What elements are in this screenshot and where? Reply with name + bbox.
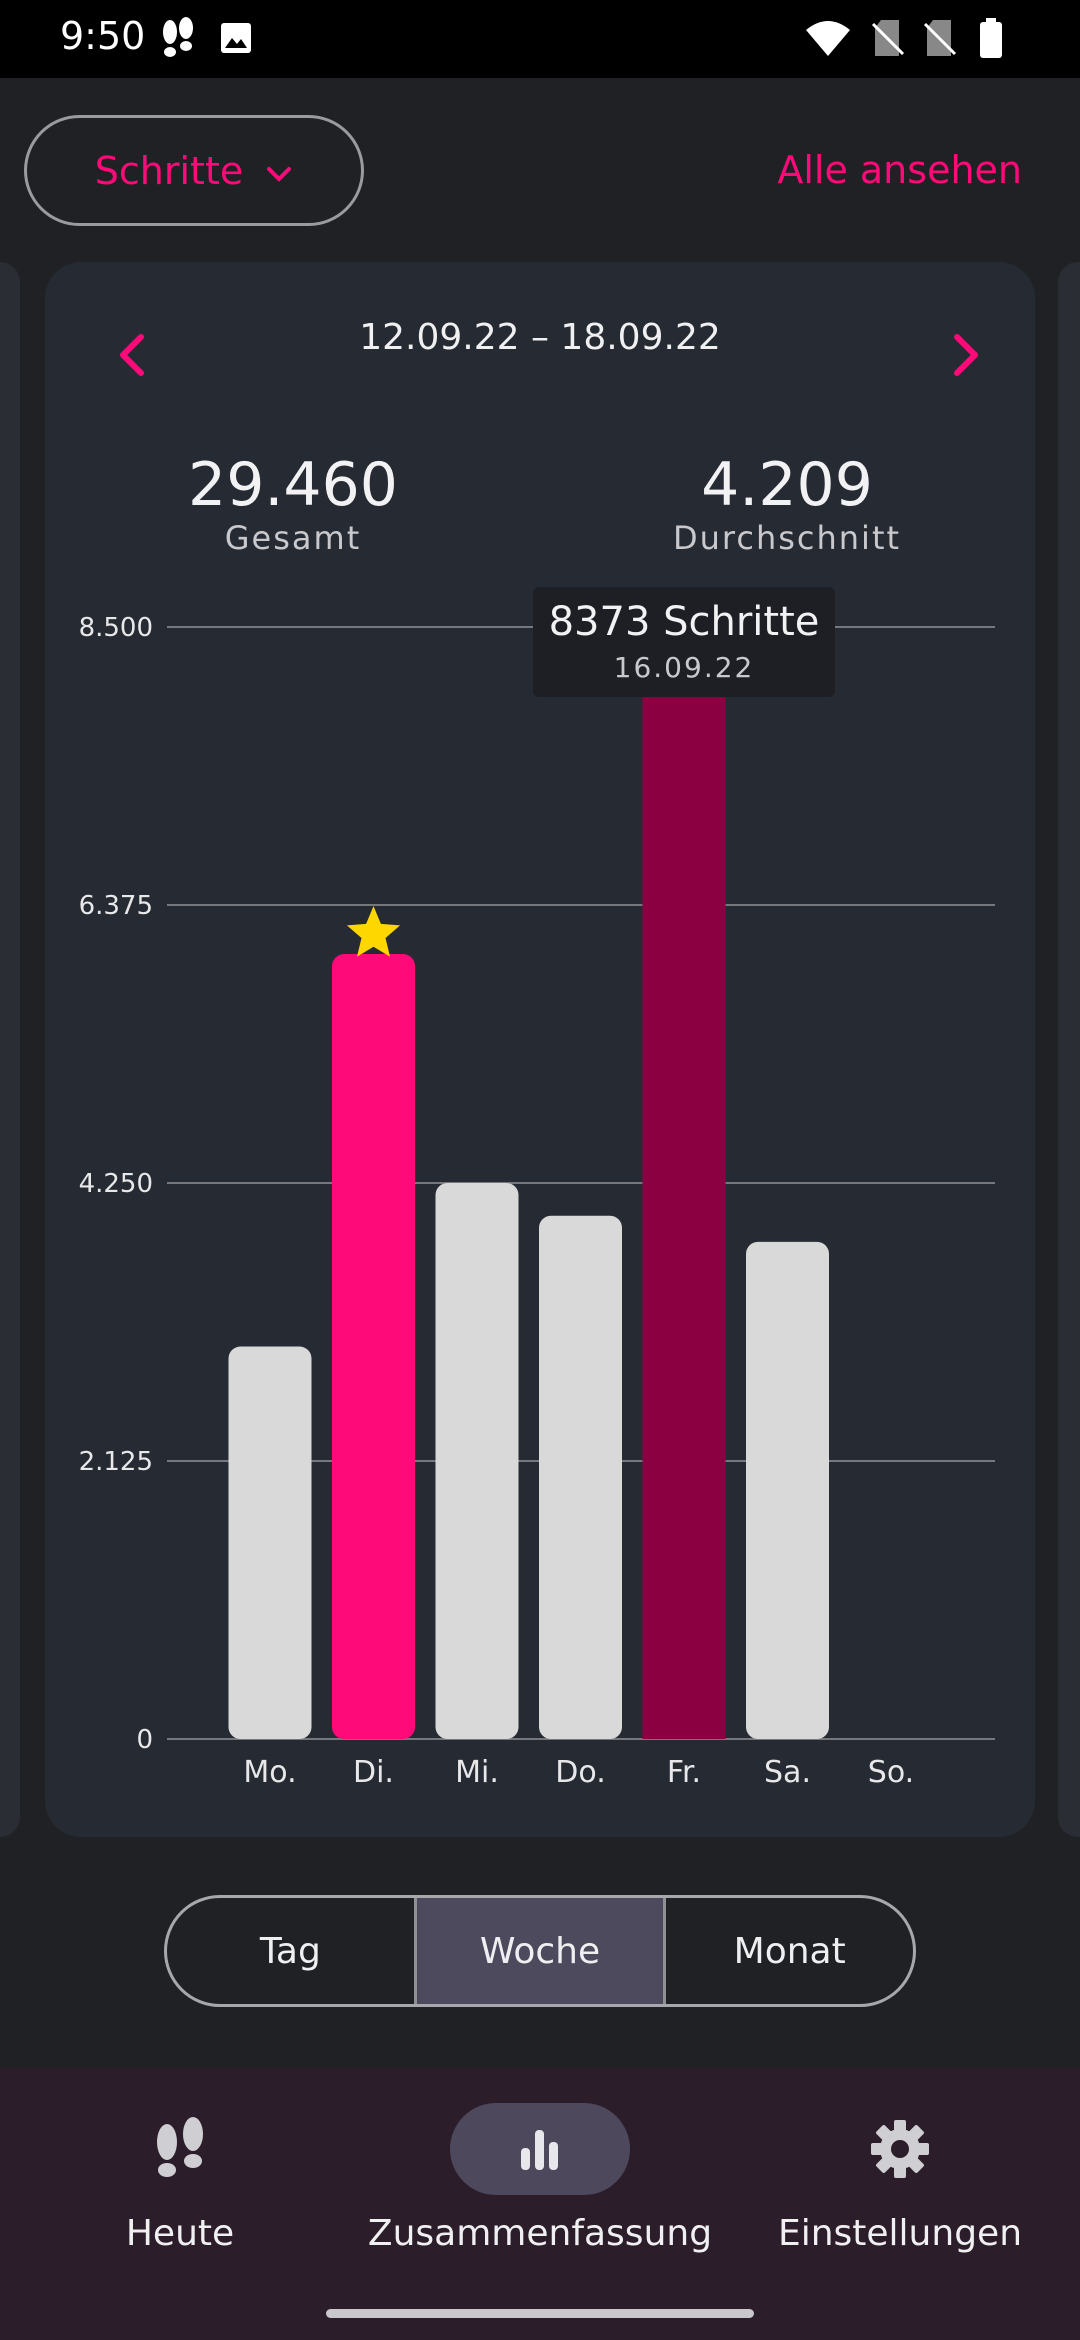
bar-di[interactable] xyxy=(332,954,415,1739)
x-tick-label: Di. xyxy=(353,1755,394,1790)
home-indicator[interactable] xyxy=(326,2309,754,2318)
tooltip-date: 16.09.22 xyxy=(614,651,755,684)
no-sim-icon xyxy=(868,16,908,60)
average-stat: 4.209 Durchschnitt xyxy=(587,452,987,558)
y-tick-label: 8.500 xyxy=(79,613,153,643)
x-tick-label: Do. xyxy=(555,1755,605,1790)
bar-mi[interactable] xyxy=(435,1183,519,1739)
status-bar: 9:50 xyxy=(0,0,1080,78)
x-tick-label: Mi. xyxy=(455,1755,499,1790)
total-stat: 29.460 Gesamt xyxy=(93,452,493,558)
date-range: 12.09.22 – 18.09.22 xyxy=(359,317,721,358)
bar-sa[interactable] xyxy=(746,1241,829,1739)
y-tick-label: 4.250 xyxy=(79,1169,153,1199)
next-card-peek xyxy=(1058,262,1080,1837)
tab-0[interactable]: Tag xyxy=(167,1898,417,2004)
average-value: 4.209 xyxy=(701,450,873,520)
bar-mo[interactable] xyxy=(228,1346,312,1739)
nav-item-heute[interactable]: Heute xyxy=(0,2103,360,2254)
x-tick-label: Mo. xyxy=(243,1755,296,1790)
y-tick-label: 2.125 xyxy=(79,1447,153,1477)
nav-item-zusammenfassung[interactable]: Zusammenfassung xyxy=(360,2103,720,2254)
bar-chart-icon xyxy=(450,2103,630,2195)
metric-dropdown[interactable]: Schritte xyxy=(24,115,364,226)
header: Schritte Alle ansehen xyxy=(0,78,1080,258)
wifi-icon xyxy=(804,16,852,60)
status-time: 9:50 xyxy=(60,14,146,58)
nav-label-einstellungen: Einstellungen xyxy=(777,2213,1023,2254)
summary-card: 12.09.22 – 18.09.22 29.460 Gesamt 4.209 … xyxy=(45,262,1035,1837)
bar-do[interactable] xyxy=(539,1215,622,1739)
chevron-right-icon xyxy=(954,334,978,376)
gear-icon xyxy=(810,2103,990,2195)
image-notification-icon xyxy=(218,16,254,60)
average-label: Durchschnitt xyxy=(672,519,902,557)
y-tick-label: 6.375 xyxy=(79,891,153,921)
chevron-left-icon xyxy=(120,334,144,376)
view-all-link[interactable]: Alle ansehen xyxy=(777,148,1022,192)
total-label: Gesamt xyxy=(224,519,362,557)
tab-1[interactable]: Woche xyxy=(416,1898,667,2004)
footsteps-icon xyxy=(90,2103,270,2195)
steps-bar-chart: 0 2.125 4.250 6.375 8.500 Mo. Di. Mi. Do. Fr. Sa. S… xyxy=(79,587,995,1790)
y-tick-label: 0 xyxy=(136,1725,153,1755)
previous-week-button[interactable] xyxy=(97,320,167,390)
metric-dropdown-label: Schritte xyxy=(94,148,244,193)
period-tabs: Tag Woche Monat xyxy=(164,1895,916,2007)
x-tick-label: Fr. xyxy=(667,1755,701,1790)
nav-label-zusammenfassung: Zusammenfassung xyxy=(367,2213,713,2254)
x-tick-label: So. xyxy=(868,1755,914,1790)
tooltip-value: 8373 Schritte xyxy=(549,599,820,645)
nav-item-einstellungen[interactable]: Einstellungen xyxy=(720,2103,1080,2254)
x-tick-label: Sa. xyxy=(764,1755,811,1790)
no-sim-2-icon xyxy=(920,16,960,60)
total-value: 29.460 xyxy=(188,450,398,520)
next-week-button[interactable] xyxy=(931,320,1001,390)
tooltip xyxy=(533,587,835,697)
footsteps-notification-icon xyxy=(158,16,198,60)
battery-icon xyxy=(976,16,1006,60)
chevron-down-icon xyxy=(265,149,293,193)
star-icon xyxy=(346,906,401,957)
bar-fr[interactable] xyxy=(642,643,726,1739)
previous-card-peek xyxy=(0,262,20,1837)
nav-label-heute: Heute xyxy=(125,2213,235,2254)
bottom-navigation: Heute Zusammenfassung xyxy=(0,2068,1080,2340)
tab-2[interactable]: Monat xyxy=(733,1930,846,1972)
